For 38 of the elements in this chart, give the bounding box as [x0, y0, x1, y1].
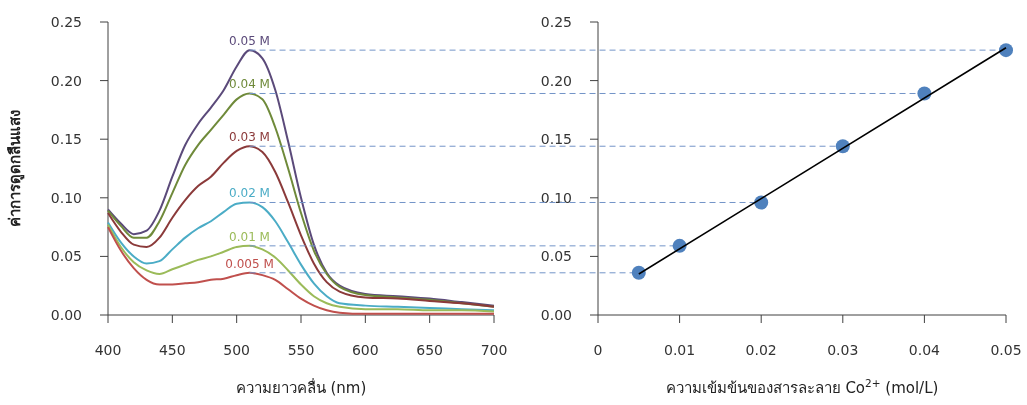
x-axis-title: ความเข้มข้นของสารละลาย Co$^{2+}$ (mol/L) [665, 377, 939, 397]
series-label: 0.005 M [225, 256, 274, 271]
x-tick-label: 0.03 [827, 342, 859, 358]
point [631, 265, 646, 280]
x-axis-title: ความยาวคลื่น (nm) [235, 377, 367, 397]
y-tick-label: 0.25 [50, 13, 82, 30]
x-tick-label: 450 [158, 342, 186, 358]
y-tick-label: 0.05 [540, 248, 572, 265]
line-series [107, 145, 495, 308]
x-tick-label: 550 [287, 342, 315, 358]
y-tick-label: 0.25 [540, 13, 572, 30]
x-tick-label: 500 [223, 342, 251, 358]
series-label: 0.02 M [229, 186, 270, 201]
x-tick-label: 700 [480, 342, 508, 358]
x-tick-label: 0.02 [745, 342, 777, 358]
series-label: 0.05 M [229, 34, 270, 49]
y-axis-title: ค่าการดูดกลืนแสง [6, 110, 25, 227]
y-tick-label: 0.10 [50, 189, 82, 206]
y-tick-label: 0.00 [50, 306, 82, 323]
x-tick-label: 0.05 [990, 342, 1022, 358]
series-label: 0.03 M [229, 130, 270, 145]
y-tick-label: 0.20 [50, 72, 82, 89]
y-tick-label: 0.15 [50, 131, 82, 148]
x-tick-label: 0 [593, 342, 603, 358]
y-tick-label: 0.00 [540, 306, 572, 323]
series-label: 0.01 M [229, 229, 270, 244]
x-tick-label: 650 [416, 342, 444, 358]
x-tick-label: 400 [94, 342, 122, 358]
x-tick-label: 0.01 [664, 342, 696, 358]
line-series [107, 201, 495, 312]
x-tick-label: 0.04 [908, 342, 941, 358]
x-tick-label: 600 [351, 342, 379, 358]
series-label: 0.04 M [229, 77, 270, 92]
line-series [107, 49, 495, 307]
y-tick-label: 0.05 [50, 248, 82, 265]
y-tick-label: 0.20 [540, 72, 572, 89]
y-tick-label: 0.15 [540, 131, 572, 148]
point [999, 43, 1013, 58]
